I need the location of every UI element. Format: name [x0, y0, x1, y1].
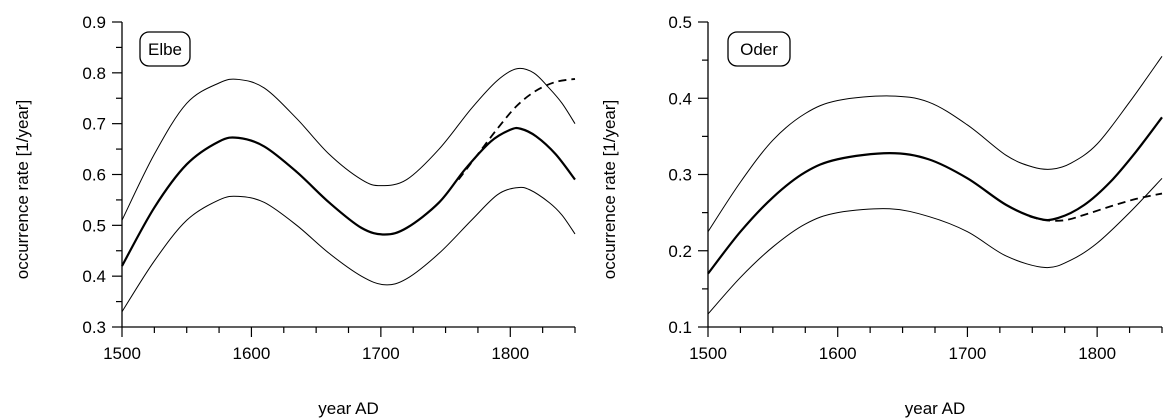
- x-tick-label: 1800: [1078, 344, 1116, 363]
- plot-lines: [707, 56, 1163, 315]
- y-tick-label: 0.4: [668, 89, 692, 108]
- y-tick-label: 0.1: [668, 318, 692, 337]
- y-tick-label: 0.9: [82, 13, 106, 32]
- y-axis-label: occurrence rate [1/year]: [600, 100, 619, 280]
- x-axis-label: year AD: [905, 399, 965, 418]
- chart-panel-elbe: 1500 1600 1700 1800 0.3 0.4 0.5 0.6 0.7 0.8 0.9 El…: [13, 13, 576, 418]
- axes: [707, 22, 1162, 328]
- tick-marks: [698, 21, 1163, 337]
- tick-marks: [112, 21, 576, 337]
- y-tick-label: 0.5: [668, 13, 692, 32]
- x-tick-label: 1700: [362, 344, 400, 363]
- series-line-3-dashed: [457, 78, 576, 181]
- y-tick-label: 0.5: [82, 216, 106, 235]
- series-line-2-solid-thin: [707, 177, 1163, 315]
- x-tick-label: 1700: [949, 344, 987, 363]
- x-axis-label: year AD: [318, 399, 378, 418]
- y-tick-label: 0.8: [82, 64, 106, 83]
- panel-label-box: [139, 31, 191, 67]
- y-tick-label: 0.6: [82, 166, 106, 185]
- y-axis-label: occurrence rate [1/year]: [13, 100, 32, 280]
- series-line-0-solid-thin: [707, 56, 1163, 232]
- x-tick-label: 1500: [689, 344, 727, 363]
- y-tick-label: 0.2: [668, 242, 692, 261]
- tick-labels: 1500 1600 1700 1800 0.3 0.4 0.5 0.6 0.7 0.8 0.9: [82, 13, 529, 363]
- axes: [121, 22, 575, 328]
- series-line-1-solid-thick: [707, 116, 1163, 275]
- x-tick-label: 1600: [233, 344, 271, 363]
- y-tick-label: 0.3: [668, 166, 692, 185]
- x-tick-label: 1600: [819, 344, 857, 363]
- series-line-3-dashed: [1029, 192, 1163, 222]
- y-tick-label: 0.7: [82, 115, 106, 134]
- x-tick-label: 1500: [103, 344, 141, 363]
- series-line-0-solid-thin: [121, 67, 576, 221]
- panel-label-box: [727, 31, 791, 67]
- tick-labels: 1500 1600 1700 1800 0.1 0.2 0.3 0.4 0.5: [668, 13, 1116, 363]
- panel-label: Elbe: [148, 40, 182, 59]
- series-line-2-solid-thin: [121, 186, 576, 313]
- series-line-1-solid-thick: [121, 126, 576, 267]
- y-tick-label: 0.3: [82, 318, 106, 337]
- plot-lines: [121, 67, 576, 313]
- chart-panel-oder: 1500 1600 1700 1800 0.1 0.2 0.3 0.4 0.5 Oder yea…: [600, 13, 1163, 418]
- x-tick-label: 1800: [491, 344, 529, 363]
- panel-label: Oder: [740, 40, 778, 59]
- y-tick-label: 0.4: [82, 267, 106, 286]
